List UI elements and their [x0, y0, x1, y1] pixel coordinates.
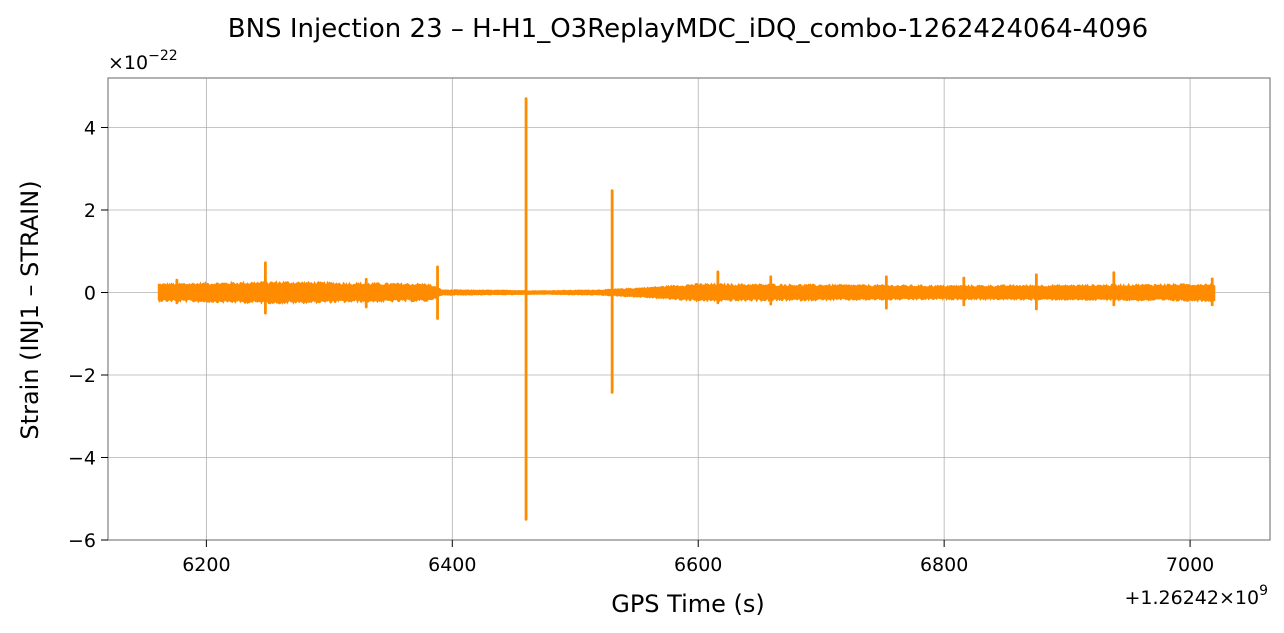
- plot-area: [157, 97, 1216, 521]
- x-tick-label: 7000: [1166, 554, 1214, 576]
- x-axis-ticks: 6200 6400 6600 6800 7000: [182, 540, 1214, 576]
- x-offset-base: +1.26242×10: [1124, 587, 1259, 609]
- y-tick-label: −4: [68, 448, 96, 470]
- y-scale-exponent: −22: [148, 48, 178, 64]
- chart-title: BNS Injection 23 – H-H1_O3ReplayMDC_iDQ_…: [228, 14, 1148, 44]
- y-scale-factor: ×10−22: [108, 48, 178, 74]
- x-offset-factor: +1.26242×109: [1124, 583, 1268, 609]
- x-offset-exponent: 9: [1259, 583, 1268, 599]
- y-scale-base: ×10: [108, 52, 148, 74]
- x-tick-label: 6400: [428, 554, 476, 576]
- y-axis-label: Strain (INJ1 – STRAIN): [16, 180, 44, 439]
- noise-band: [157, 280, 1216, 306]
- x-tick-label: 6200: [182, 554, 230, 576]
- y-tick-label: −2: [68, 365, 96, 387]
- y-axis-ticks: −6 −4 −2 0 2 4: [68, 118, 108, 552]
- y-tick-label: −6: [68, 530, 96, 552]
- x-tick-label: 6800: [920, 554, 968, 576]
- y-tick-label: 0: [84, 283, 96, 305]
- plot-frame: [107, 77, 1271, 541]
- grid-lines: [108, 78, 1270, 541]
- y-tick-label: 4: [84, 118, 96, 140]
- x-tick-label: 6600: [674, 554, 722, 576]
- y-tick-label: 2: [84, 200, 96, 222]
- x-axis-label: GPS Time (s): [611, 590, 765, 618]
